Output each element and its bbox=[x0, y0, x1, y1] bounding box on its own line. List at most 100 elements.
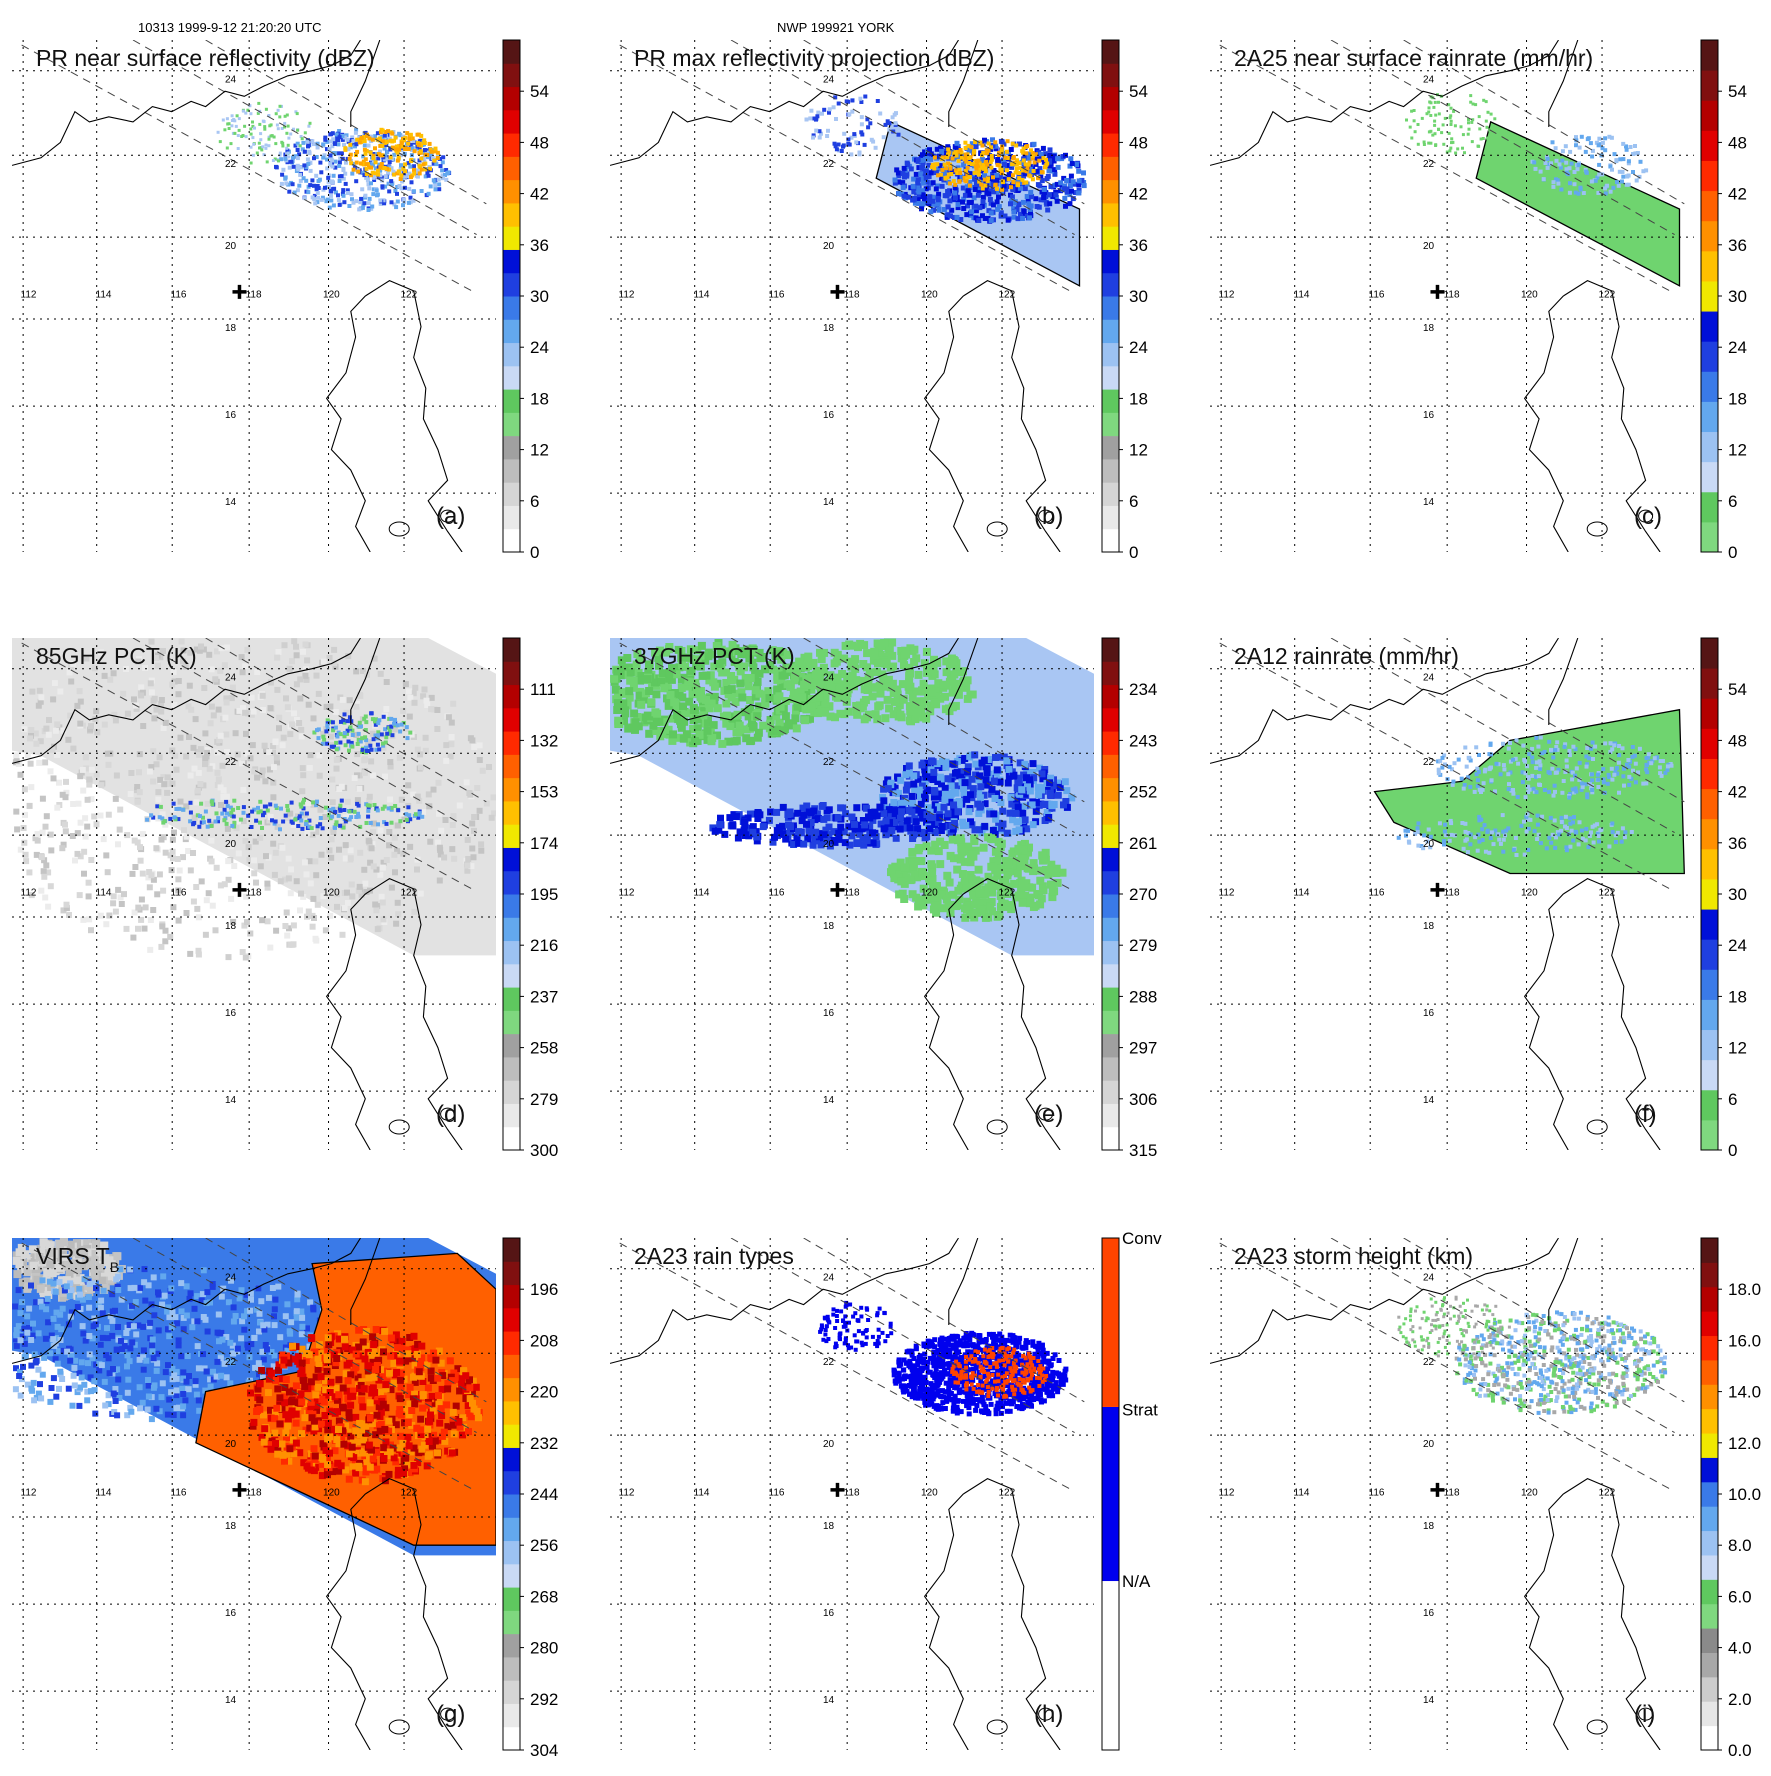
longitude-label: 122 bbox=[400, 888, 417, 899]
colorbar-label: 18 bbox=[1728, 987, 1747, 1006]
colorbar-label: 24 bbox=[1728, 936, 1747, 955]
latitude-label: 24 bbox=[823, 673, 835, 684]
panel-label: (e) bbox=[1034, 1101, 1063, 1128]
colorbar-label: 232 bbox=[530, 1434, 558, 1453]
storm-center-marker bbox=[232, 285, 246, 299]
latitude-label: 22 bbox=[1423, 757, 1435, 768]
longitude-label: 114 bbox=[694, 888, 710, 899]
latitude-label: 22 bbox=[225, 159, 237, 170]
latitude-label: 14 bbox=[823, 497, 835, 508]
latitude-label: 20 bbox=[823, 839, 835, 850]
colorbar-label: 12 bbox=[530, 441, 549, 460]
colorbar-label: 6 bbox=[1129, 492, 1138, 511]
colorbar-label: 30 bbox=[1728, 885, 1747, 904]
latitude-label: 18 bbox=[823, 1521, 835, 1532]
longitude-label: 120 bbox=[1521, 290, 1538, 301]
colorbar-label: 30 bbox=[530, 287, 549, 306]
colorbar-label: 288 bbox=[1129, 987, 1157, 1006]
panel-title: PR near surface reflectivity (dBZ) bbox=[36, 45, 375, 71]
latitude-label: 22 bbox=[823, 1357, 835, 1368]
colorbar-label: 153 bbox=[530, 783, 558, 802]
longitude-label: 112 bbox=[21, 888, 37, 899]
longitude-label: 114 bbox=[694, 1488, 710, 1499]
longitude-label: 122 bbox=[998, 888, 1015, 899]
longitude-label: 112 bbox=[21, 290, 37, 301]
longitude-label: 120 bbox=[921, 290, 938, 301]
latitude-label: 24 bbox=[225, 75, 237, 86]
latitude-label: 22 bbox=[225, 1357, 237, 1368]
colorbar-label: 6 bbox=[1728, 492, 1737, 511]
latitude-label: 14 bbox=[1423, 1095, 1435, 1106]
colorbar-label: 10.0 bbox=[1728, 1485, 1761, 1504]
colorbar-label: 42 bbox=[1728, 185, 1747, 204]
colorbar-label: 12 bbox=[1728, 441, 1747, 460]
colorbar-label: 18.0 bbox=[1728, 1280, 1761, 1299]
colorbar-label: 220 bbox=[530, 1383, 558, 1402]
longitude-label: 112 bbox=[1219, 888, 1235, 899]
panel-label: (b) bbox=[1034, 503, 1063, 530]
colorbar-label: 48 bbox=[530, 133, 549, 152]
storm-center-marker bbox=[1430, 285, 1444, 299]
colorbar-label: 4.0 bbox=[1728, 1639, 1752, 1658]
latitude-label: 22 bbox=[1423, 1357, 1435, 1368]
longitude-label: 122 bbox=[998, 290, 1015, 301]
longitude-label: 116 bbox=[769, 888, 785, 899]
panel-title: PR max reflectivity projection (dBZ) bbox=[634, 45, 994, 71]
colorbar-label: 14.0 bbox=[1728, 1383, 1761, 1402]
latitude-label: 20 bbox=[823, 241, 835, 252]
colorbar-label: 0 bbox=[1728, 543, 1737, 562]
longitude-label: 114 bbox=[1294, 290, 1310, 301]
colorbar-label: 258 bbox=[530, 1039, 558, 1058]
latitude-label: 18 bbox=[1423, 323, 1435, 334]
latitude-label: 18 bbox=[225, 323, 237, 334]
latitude-label: 18 bbox=[1423, 1521, 1435, 1532]
colorbar-label: 6 bbox=[530, 492, 539, 511]
panel-label: (i) bbox=[1634, 1701, 1655, 1728]
colorbar-label: Conv bbox=[1122, 1229, 1162, 1248]
panel-title-subscript: B bbox=[110, 1259, 119, 1275]
longitude-label: 122 bbox=[1598, 290, 1615, 301]
colorbar-label: 12.0 bbox=[1728, 1434, 1761, 1453]
latitude-label: 24 bbox=[823, 75, 835, 86]
longitude-label: 116 bbox=[769, 290, 785, 301]
longitude-label: 112 bbox=[619, 1488, 635, 1499]
latitude-label: 16 bbox=[225, 410, 237, 421]
panel-label: (c) bbox=[1634, 503, 1662, 530]
panel-title: 2A23 storm height (km) bbox=[1234, 1243, 1473, 1269]
colorbar-label: 54 bbox=[1728, 680, 1747, 699]
colorbar-label: 54 bbox=[1129, 82, 1148, 101]
colorbar-label: 0 bbox=[1129, 543, 1138, 562]
colorbar-label: 208 bbox=[530, 1331, 558, 1350]
longitude-label: 120 bbox=[1521, 1488, 1538, 1499]
latitude-label: 16 bbox=[823, 1608, 835, 1619]
longitude-label: 114 bbox=[1294, 888, 1310, 899]
colorbar-label: 18 bbox=[530, 389, 549, 408]
latitude-label: 18 bbox=[225, 921, 237, 932]
colorbar-label: 0 bbox=[1728, 1141, 1737, 1160]
panel-label: (f) bbox=[1634, 1101, 1657, 1128]
longitude-label: 118 bbox=[1444, 1488, 1460, 1499]
latitude-label: 20 bbox=[1423, 241, 1435, 252]
colorbar-label: 8.0 bbox=[1728, 1536, 1752, 1555]
latitude-label: 22 bbox=[823, 159, 835, 170]
panel-title: 2A25 near surface rainrate (mm/hr) bbox=[1234, 45, 1593, 71]
longitude-label: 114 bbox=[96, 290, 112, 301]
latitude-label: 16 bbox=[823, 1008, 835, 1019]
storm-center-marker bbox=[830, 285, 844, 299]
latitude-label: 20 bbox=[823, 1439, 835, 1450]
longitude-label: 116 bbox=[1369, 888, 1385, 899]
latitude-label: 22 bbox=[823, 757, 835, 768]
colorbar-label: 261 bbox=[1129, 834, 1157, 853]
latitude-label: 20 bbox=[1423, 1439, 1435, 1450]
colorbar-label: 0.0 bbox=[1728, 1741, 1752, 1760]
colorbar-label: 315 bbox=[1129, 1141, 1157, 1160]
colorbar-label: 18 bbox=[1129, 389, 1148, 408]
colorbar-label: 216 bbox=[530, 936, 558, 955]
